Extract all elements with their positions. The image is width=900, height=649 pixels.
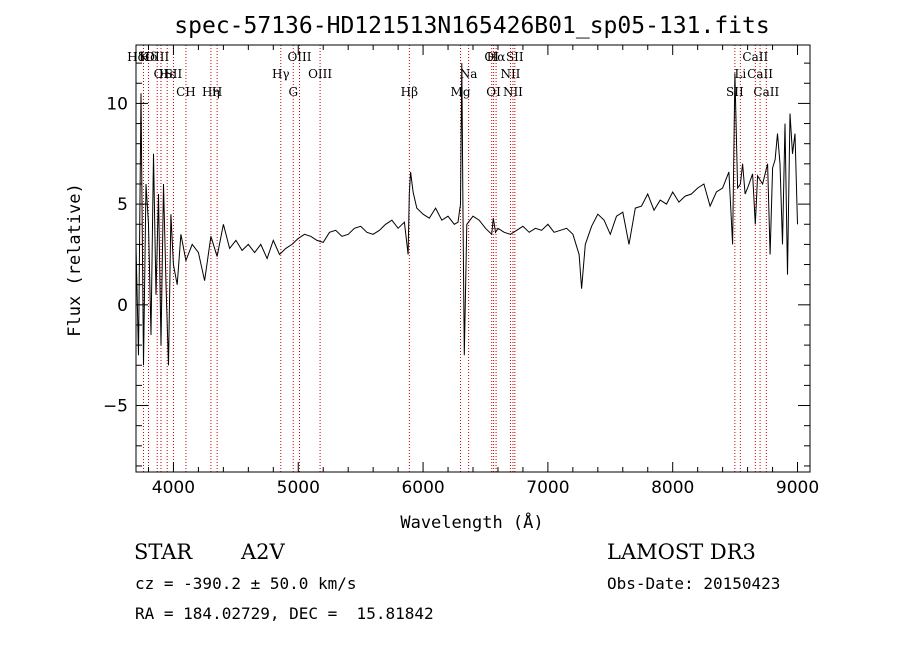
line-label-27: CaII	[753, 85, 779, 99]
line-label-16: Na	[460, 67, 478, 81]
line-label-2: Hδ	[140, 50, 158, 64]
plot-frame	[135, 44, 811, 473]
line-label-19: Hα	[487, 50, 506, 64]
x-axis-label: Wavelength (Å)	[400, 511, 543, 533]
line-label-22: SII	[506, 50, 524, 64]
line-label-4: OI	[154, 67, 169, 81]
x-tick-label-5000: 5000	[277, 478, 320, 498]
line-label-15: Mg	[451, 85, 471, 99]
spectral-line-markers	[135, 45, 767, 472]
y-tick-label-5: 5	[117, 195, 128, 215]
line-label-6: SII	[165, 67, 183, 81]
x-tick-label-8000: 8000	[651, 478, 694, 498]
line-label-17: OI	[484, 50, 499, 64]
x-tick-label-6000: 6000	[401, 478, 444, 498]
x-tick-label-4000: 4000	[152, 478, 195, 498]
line-label-21: NII	[503, 85, 523, 99]
coordinates: RA = 184.02729, DEC = 15.81842	[135, 604, 434, 623]
x-tick-label-7000: 7000	[526, 478, 569, 498]
line-label-5: Hε	[159, 67, 176, 81]
line-label-8: Hη	[202, 85, 220, 99]
object-type: STAR	[134, 540, 193, 564]
chart-title: spec-57136-HD121513N165426B01_sp05-131.f…	[174, 13, 769, 39]
line-label-13: OIII	[308, 67, 332, 81]
line-label-24: Li	[734, 67, 746, 81]
survey-name: LAMOST DR3	[607, 540, 756, 564]
line-label-20: NII	[500, 67, 520, 81]
y-axis-label: Flux (relative)	[65, 183, 85, 337]
line-label-9: H	[212, 85, 222, 99]
y-tick-label-10: 10	[106, 94, 128, 114]
redshift-text: cz = -390.2 ± 50.0 km/s	[135, 574, 357, 593]
x-axis-ticks: 4000 5000 6000 7000 8000 9000	[147, 45, 819, 498]
line-label-18: OI	[486, 85, 501, 99]
y-axis-ticks: −5 0 5 10	[103, 62, 810, 467]
line-label-10: Hγ	[272, 67, 290, 81]
line-label-14: Hβ	[401, 85, 418, 99]
line-label-3: OIII	[145, 50, 169, 64]
line-label-26: CaII	[747, 67, 773, 81]
line-label-25: CaII	[742, 50, 768, 64]
x-tick-label-9000: 9000	[776, 478, 819, 498]
line-label-1: K	[139, 50, 149, 64]
y-tick-label-0: 0	[117, 296, 128, 316]
obs-date: Obs-Date: 20150423	[607, 574, 781, 593]
line-label-11: G	[288, 85, 298, 99]
line-label-7: CH	[176, 85, 196, 99]
spectral-subclass: A2V	[241, 540, 285, 564]
line-label-12: OIII	[287, 50, 311, 64]
spectrum-line	[135, 63, 798, 366]
y-tick-label--5: −5	[103, 397, 128, 417]
